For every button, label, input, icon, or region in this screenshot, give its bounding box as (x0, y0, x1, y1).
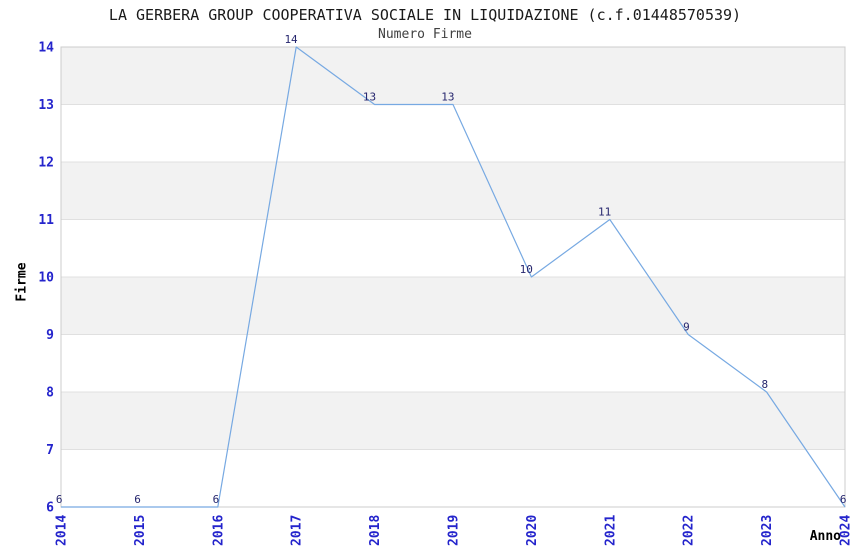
y-tick-label: 8 (46, 386, 54, 401)
data-point-label: 6 (134, 493, 141, 506)
plot-band (61, 104, 845, 162)
x-tick-label: 2019 (447, 515, 462, 546)
plot-band (61, 449, 845, 507)
data-point-label: 11 (598, 206, 611, 219)
data-point-label: 6 (56, 493, 63, 506)
x-tick-label: 2016 (211, 515, 226, 546)
plot-band (61, 334, 845, 392)
x-tick-label: 2020 (525, 515, 540, 546)
plot-band (61, 219, 845, 277)
y-tick-label: 9 (46, 328, 54, 343)
data-point-label: 6 (840, 493, 847, 506)
chart-subtitle: Numero Firme (378, 27, 472, 42)
data-point-label: 14 (284, 33, 298, 46)
y-tick-label: 13 (38, 98, 54, 113)
y-tick-label: 14 (38, 41, 54, 56)
data-point-label: 6 (213, 493, 220, 506)
x-tick-label: 2023 (760, 515, 775, 546)
x-tick-label: 2018 (368, 515, 383, 546)
plot-band (61, 277, 845, 335)
x-tick-label: 2024 (839, 515, 850, 546)
x-tick-label: 2014 (55, 515, 70, 546)
x-axis-label: Anno (809, 529, 841, 544)
x-tick-label: 2021 (603, 515, 618, 546)
x-tick-label: 2022 (682, 515, 697, 546)
x-tick-label: 2015 (133, 515, 148, 546)
y-tick-label: 6 (46, 501, 54, 516)
data-point-label: 9 (683, 321, 690, 334)
data-point-label: 8 (761, 378, 768, 391)
chart-title: LA GERBERA GROUP COOPERATIVA SOCIALE IN … (108, 6, 742, 24)
plot-border (60, 46, 846, 508)
y-tick-label: 10 (38, 271, 54, 286)
data-point-label: 10 (520, 263, 533, 276)
x-tick-label: 2017 (290, 515, 305, 546)
data-point-label: 13 (441, 91, 454, 104)
plot-band (61, 162, 845, 220)
y-tick-label: 12 (38, 156, 54, 171)
data-line (61, 46, 846, 508)
y-tick-label: 11 (38, 213, 54, 228)
data-point-label: 13 (363, 91, 376, 104)
y-tick-label: 7 (46, 443, 54, 458)
plot-band (61, 392, 845, 450)
plot-band (61, 47, 845, 105)
